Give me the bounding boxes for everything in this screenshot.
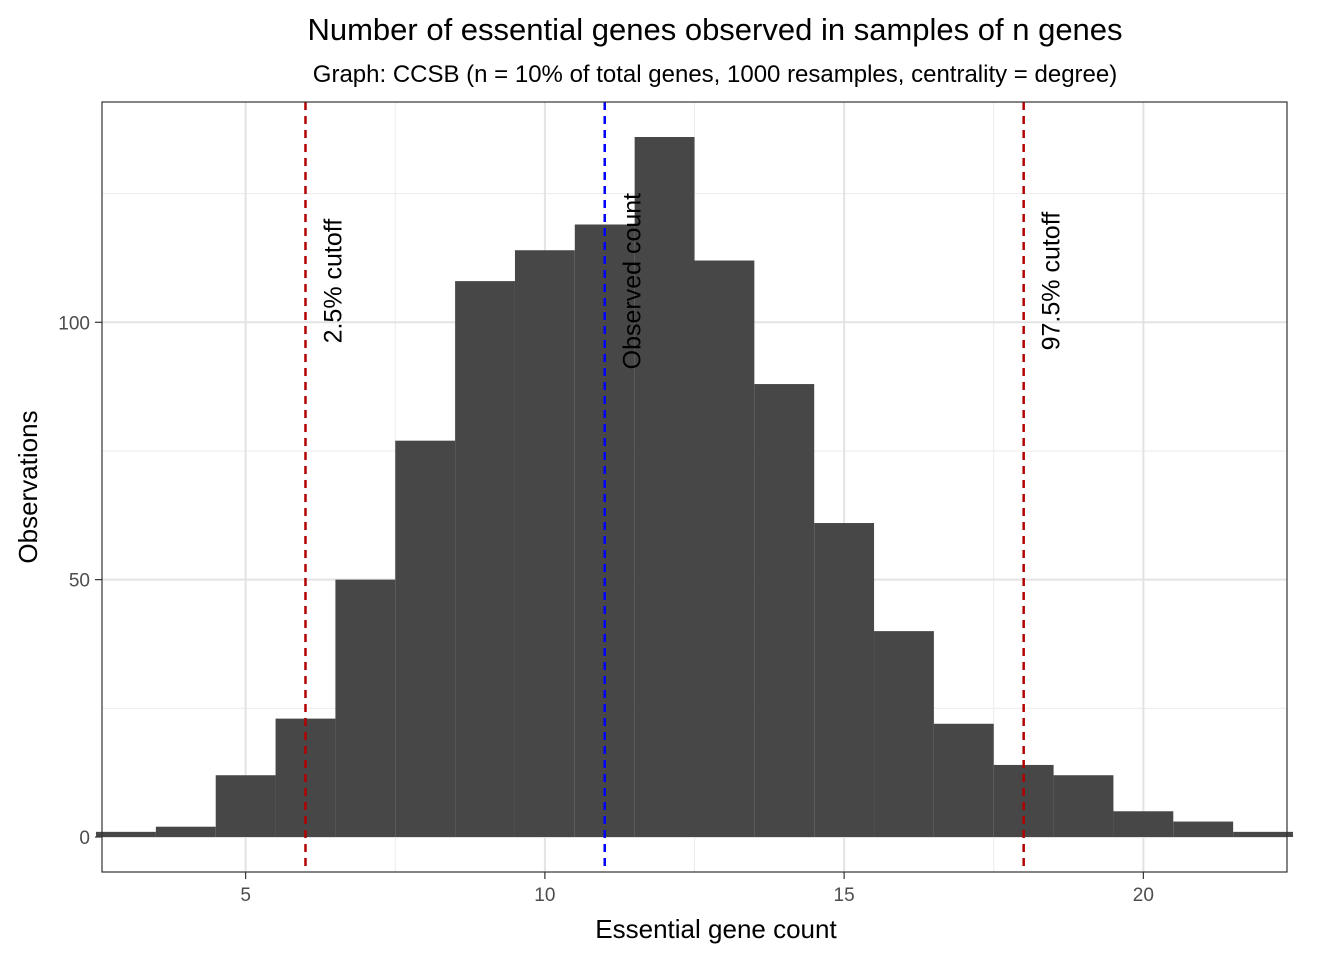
histogram-bar [694, 260, 755, 837]
reference-lines [304, 102, 1025, 872]
histogram-bar [155, 826, 216, 837]
histogram-bar [514, 250, 575, 837]
histogram-bar [395, 440, 456, 837]
reference-line-label: 97.5% cutoff [1038, 212, 1066, 351]
histogram-bar [455, 281, 515, 837]
histogram-bar [634, 137, 695, 837]
histogram-bar [96, 831, 156, 837]
y-axis-title: Observations [13, 410, 43, 563]
histogram-bar [335, 579, 396, 837]
histogram-bar [1113, 811, 1174, 837]
reference-line-label: 2.5% cutoff [319, 219, 347, 344]
y-axis-ticks: 0 50 100 [58, 313, 102, 849]
chart-subtitle: Graph: CCSB (n = 10% of total genes, 100… [313, 61, 1117, 88]
chart-title: Number of essential genes observed in sa… [307, 12, 1122, 47]
histogram-bar [215, 775, 276, 837]
histogram-bar [814, 523, 875, 837]
x-tick-label: 15 [834, 885, 855, 906]
x-tick-label: 20 [1133, 885, 1154, 906]
histogram-bar [1173, 821, 1234, 837]
x-tick-label: 5 [240, 885, 251, 906]
plot-panel-border [101, 101, 1288, 873]
reference-line-label: Observed count [619, 193, 647, 370]
x-axis-ticks: 5 10 15 20 [240, 872, 1154, 906]
y-tick-label: 100 [58, 313, 90, 334]
y-tick-label: 0 [79, 828, 90, 849]
histogram-bar [754, 384, 815, 837]
histogram-bar [1053, 775, 1114, 837]
y-tick-label: 50 [69, 571, 90, 592]
histogram-bar [933, 723, 994, 837]
x-tick-label: 10 [534, 885, 555, 906]
reference-labels: 2.5% cutoff Observed count 97.5% cutoff [319, 193, 1065, 370]
x-axis-title: Essential gene count [595, 914, 837, 944]
histogram-bar [874, 631, 934, 837]
histogram-bar [1233, 831, 1293, 837]
histogram-bars [96, 137, 1293, 837]
